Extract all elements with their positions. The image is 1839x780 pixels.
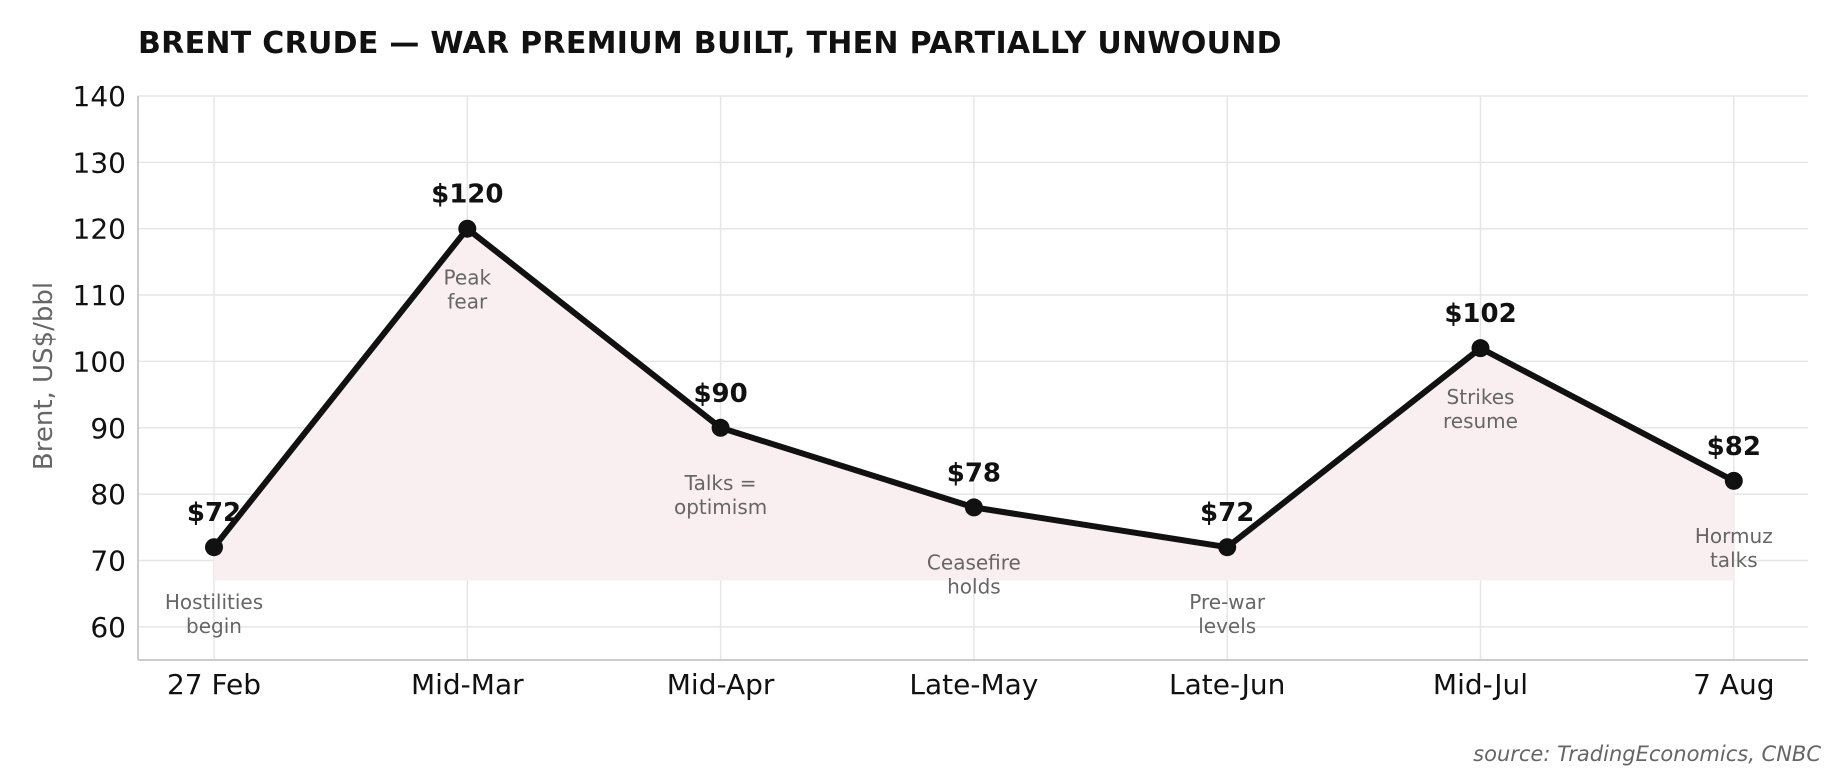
data-label: $72 bbox=[187, 498, 241, 528]
x-tick-label: Late-May bbox=[909, 668, 1038, 701]
y-tick-label: 70 bbox=[90, 544, 126, 577]
y-tick-label: 90 bbox=[90, 412, 126, 445]
annotation-text: Ceasefire bbox=[927, 550, 1021, 574]
data-label: $120 bbox=[431, 180, 503, 210]
y-tick-label: 110 bbox=[73, 279, 126, 312]
data-point bbox=[1724, 471, 1743, 490]
annotation-text: Peak bbox=[444, 266, 492, 290]
x-tick-label: 7 Aug bbox=[1693, 668, 1774, 701]
data-point bbox=[458, 219, 477, 238]
annotation-text: resume bbox=[1443, 409, 1518, 433]
y-tick-label: 140 bbox=[73, 80, 126, 113]
annotation-text: Strikes bbox=[1447, 385, 1515, 409]
data-label: $90 bbox=[693, 379, 747, 409]
annotation-text: Hostilities bbox=[165, 590, 263, 614]
annotation-text: begin bbox=[186, 614, 242, 638]
y-tick-label: 60 bbox=[90, 611, 126, 644]
data-point bbox=[205, 538, 223, 557]
y-tick-label: 120 bbox=[73, 213, 126, 246]
data-label: $78 bbox=[947, 458, 1001, 488]
y-tick-label: 80 bbox=[90, 478, 126, 511]
annotation-text: Talks = bbox=[684, 471, 757, 495]
area-fill bbox=[214, 228, 1734, 581]
source-note: source: TradingEconomics, CNBC bbox=[1473, 742, 1821, 766]
data-label: $102 bbox=[1444, 299, 1516, 329]
x-tick-label: Late-Jun bbox=[1169, 668, 1285, 701]
x-tick-label: Mid-Jul bbox=[1433, 668, 1528, 701]
annotation-text: Pre-war bbox=[1189, 590, 1266, 614]
x-tick-label: Mid-Apr bbox=[667, 668, 775, 701]
annotation-text: fear bbox=[447, 290, 488, 314]
y-tick-label: 100 bbox=[73, 345, 126, 378]
x-tick-label: 27 Feb bbox=[167, 668, 261, 701]
y-tick-label: 130 bbox=[73, 146, 126, 179]
annotation-text: talks bbox=[1710, 548, 1758, 572]
data-label: $72 bbox=[1200, 498, 1254, 528]
data-point bbox=[711, 418, 730, 437]
chart-title: BRENT CRUDE — WAR PREMIUM BUILT, THEN PA… bbox=[138, 26, 1282, 61]
annotation-text: optimism bbox=[674, 495, 767, 519]
data-label: $82 bbox=[1707, 432, 1761, 462]
annotation-text: Hormuz bbox=[1695, 524, 1773, 548]
annotation-text: levels bbox=[1198, 614, 1256, 638]
y-axis-label: Brent, US$/bbl bbox=[29, 282, 59, 470]
x-tick-label: Mid-Mar bbox=[411, 668, 524, 701]
annotation-text: holds bbox=[947, 574, 1001, 598]
data-point bbox=[1218, 538, 1237, 557]
data-point bbox=[1471, 339, 1490, 358]
data-point bbox=[964, 498, 983, 517]
